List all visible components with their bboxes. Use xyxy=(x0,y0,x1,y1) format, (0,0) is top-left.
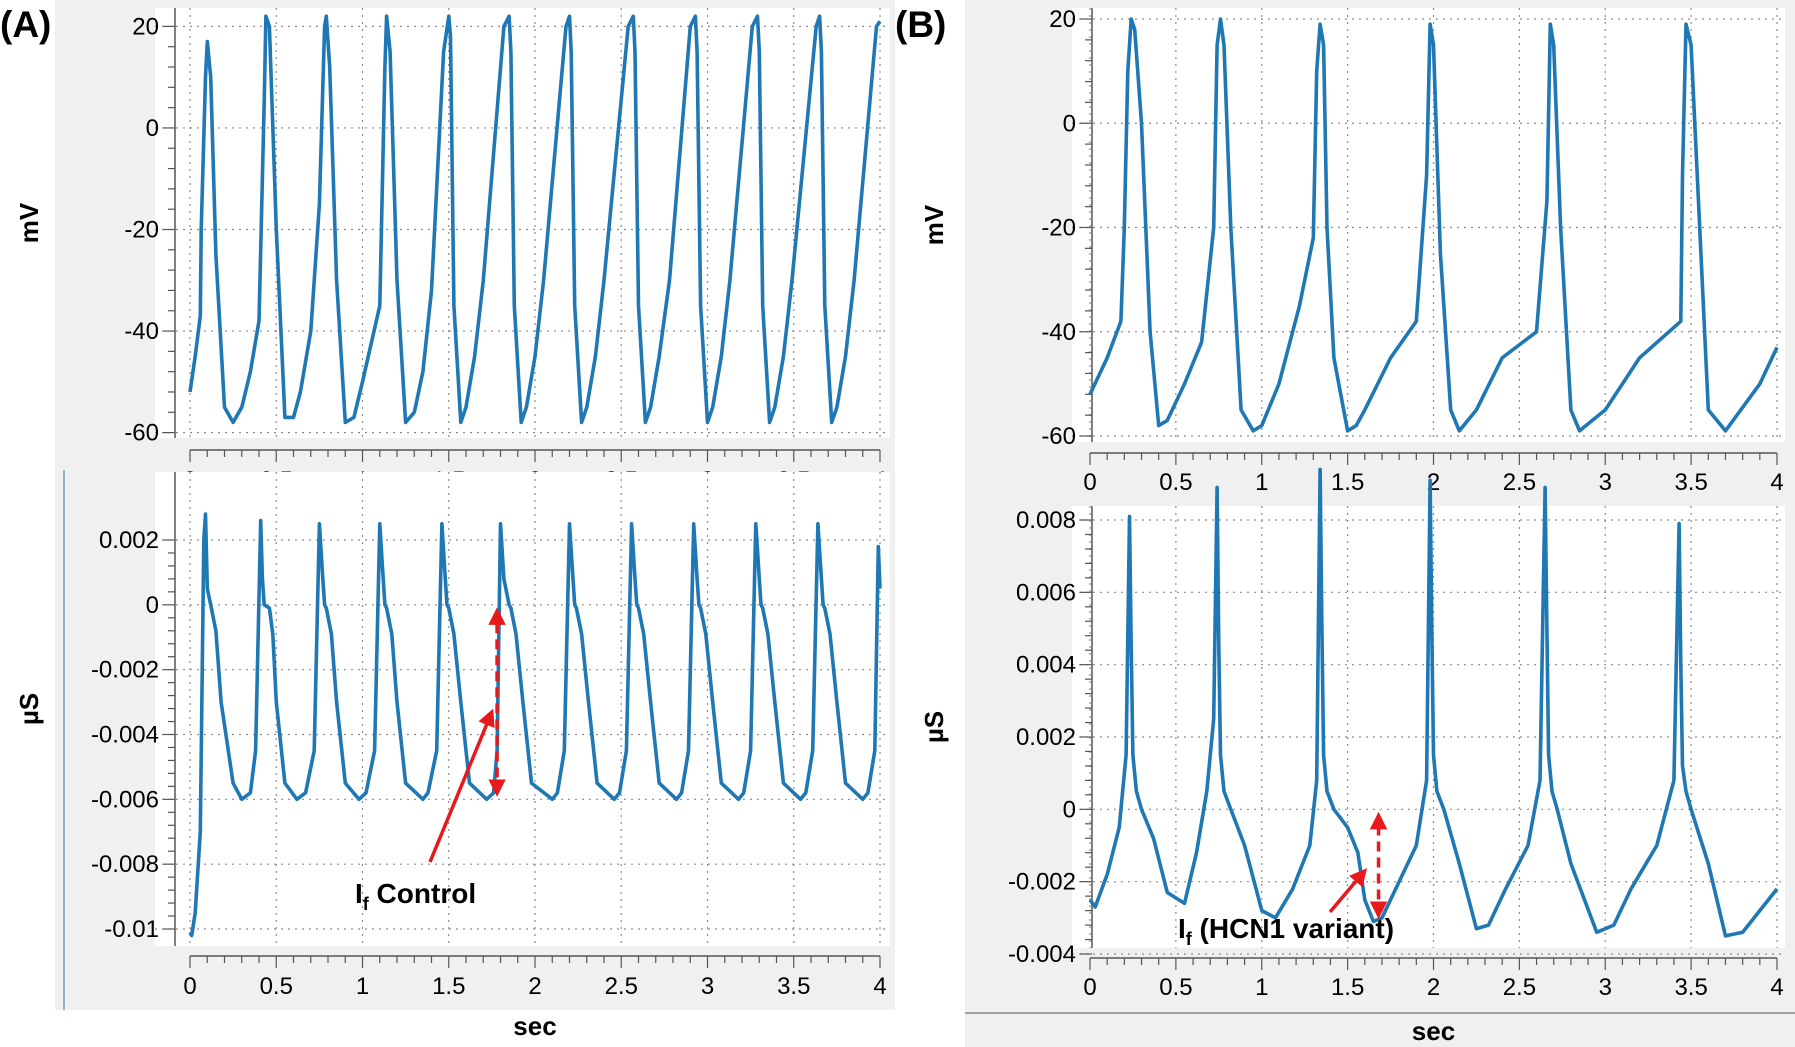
grid xyxy=(155,8,890,438)
x-tick-label: 0.5 xyxy=(1159,974,1192,1001)
y-tick-label: -40 xyxy=(1041,319,1076,346)
x-tick-label: 0 xyxy=(183,973,196,1000)
x-axis-label: sec xyxy=(513,1011,556,1041)
x-tick-label: 2.5 xyxy=(605,973,638,1000)
x-tick-label: 3.5 xyxy=(1674,469,1707,496)
y-tick-label: -0.01 xyxy=(104,916,159,943)
x-axis-label: sec xyxy=(1412,1016,1455,1046)
y-tick-label: 0 xyxy=(146,592,159,619)
chart-b-voltage: 200-20-40-600 0.5 1 1.5 2 2.5 3 3.5 4mV xyxy=(919,6,1785,496)
x-tick-label: 1 xyxy=(1255,469,1268,496)
y-tick-label: 0.002 xyxy=(1016,724,1076,751)
x-tick-label: 1 xyxy=(356,973,369,1000)
annotation-arrow xyxy=(1328,868,1368,914)
x-tick-label: 0 xyxy=(1083,469,1096,496)
grid xyxy=(1072,8,1785,442)
y-axis-label: mV xyxy=(14,202,44,243)
x-tick-label: 4 xyxy=(1770,974,1783,1001)
x-tick-label: 0 xyxy=(1083,974,1096,1001)
y-tick-label: -0.008 xyxy=(91,851,159,878)
y-tick-label: -0.002 xyxy=(91,657,159,684)
x-tick-label: 3 xyxy=(1599,469,1612,496)
y-tick-label: 0.006 xyxy=(1016,579,1076,606)
y-tick-label: -0.006 xyxy=(91,786,159,813)
x-tick-label: 4 xyxy=(1770,469,1783,496)
y-tick-label: 0 xyxy=(146,115,159,142)
x-tick-label: 1.5 xyxy=(1331,974,1364,1001)
y-axis-label: µS xyxy=(14,693,44,725)
x-tick-label: 1.5 xyxy=(1331,469,1364,496)
y-tick-label: -0.004 xyxy=(1008,941,1076,968)
y-tick-label: 0 xyxy=(1063,110,1076,137)
y-axis-label: mV xyxy=(919,204,949,245)
y-axis-label: µS xyxy=(919,711,949,743)
annotation-label: If Control xyxy=(355,878,476,914)
x-tick-label: 3 xyxy=(701,973,714,1000)
x-tick-label: 0.5 xyxy=(1159,469,1192,496)
y-tick-label: 20 xyxy=(132,13,159,40)
x-tick-label: 2.5 xyxy=(1503,974,1536,1001)
y-tick-label: -40 xyxy=(124,318,159,345)
y-tick-label: -0.002 xyxy=(1008,869,1076,896)
x-tick-label: 2 xyxy=(1427,974,1440,1001)
x-tick-label: 1.5 xyxy=(432,973,465,1000)
x-tick-label: 0.5 xyxy=(260,973,293,1000)
series-line xyxy=(188,14,882,425)
panel-label-a: (A) xyxy=(0,4,51,45)
x-tick-label: 2 xyxy=(528,973,541,1000)
y-tick-label: -0.004 xyxy=(91,722,159,749)
y-tick-label: -60 xyxy=(1041,423,1076,450)
y-tick-label: -20 xyxy=(124,217,159,244)
y-tick-label: -20 xyxy=(1041,215,1076,242)
series-line xyxy=(1088,17,1779,433)
x-tick-label: 4 xyxy=(873,973,886,1000)
annotation-label: If (HCN1 variant) xyxy=(1178,913,1394,949)
panel-label-b: (B) xyxy=(895,4,946,45)
series-line xyxy=(1088,467,1779,938)
x-tick-label: 1 xyxy=(1255,974,1268,1001)
y-tick-label: -60 xyxy=(124,420,159,447)
y-tick-label: 20 xyxy=(1049,6,1076,33)
x-tick-label: 3 xyxy=(1599,974,1612,1001)
annotation-arrow xyxy=(428,708,495,863)
chart-b-conductance: 0.008 0.006 0.004 0.002 0 -0.002 -0.004 0 0.5 1 1.… xyxy=(919,467,1785,1046)
x-tick-label: 2.5 xyxy=(1503,469,1536,496)
x-tick-label: 3.5 xyxy=(777,973,810,1000)
y-tick-label: 0.004 xyxy=(1016,652,1076,679)
x-tick-label: 3.5 xyxy=(1674,974,1707,1001)
y-tick-label: 0.008 xyxy=(1016,507,1076,534)
chart-a-conductance: 0.002 0 -0.002 -0.004 -0.006 -0.008 -0.01 0 0.5 1… xyxy=(14,472,890,1041)
y-tick-label: 0.002 xyxy=(99,527,159,554)
series-line xyxy=(188,512,882,938)
y-tick-label: 0 xyxy=(1063,796,1076,823)
